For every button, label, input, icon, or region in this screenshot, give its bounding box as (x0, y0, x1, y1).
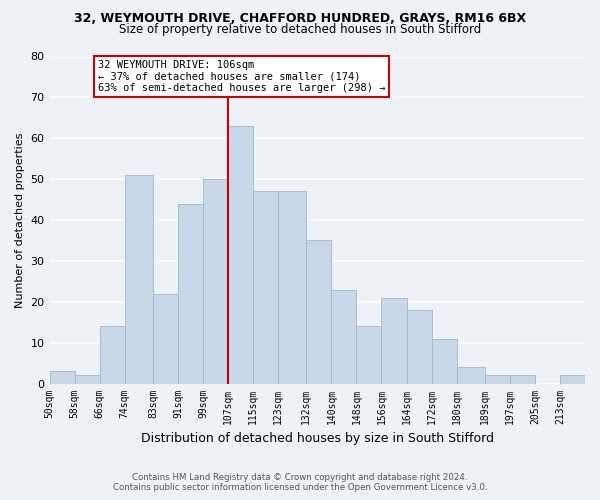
Bar (253, 192, 278, 384)
Bar (74, 376, 100, 384)
Bar (356, 326, 382, 384)
Text: Contains HM Land Registry data © Crown copyright and database right 2024.
Contai: Contains HM Land Registry data © Crown c… (113, 473, 487, 492)
Text: 32, WEYMOUTH DRIVE, CHAFFORD HUNDRED, GRAYS, RM16 6BX: 32, WEYMOUTH DRIVE, CHAFFORD HUNDRED, GR… (74, 12, 526, 26)
X-axis label: Distribution of detached houses by size in South Stifford: Distribution of detached houses by size … (141, 432, 494, 445)
Bar (431, 338, 457, 384)
Bar (485, 376, 510, 384)
Bar (100, 326, 125, 384)
Bar (457, 367, 485, 384)
Bar (382, 298, 407, 384)
Text: 32 WEYMOUTH DRIVE: 106sqm
← 37% of detached houses are smaller (174)
63% of semi: 32 WEYMOUTH DRIVE: 106sqm ← 37% of detac… (98, 60, 385, 93)
Bar (178, 204, 203, 384)
Bar (307, 240, 331, 384)
Bar (278, 192, 307, 384)
Text: Size of property relative to detached houses in South Stifford: Size of property relative to detached ho… (119, 22, 481, 36)
Y-axis label: Number of detached properties: Number of detached properties (15, 132, 25, 308)
Bar (407, 310, 431, 384)
Bar (50, 372, 74, 384)
Bar (125, 175, 153, 384)
Bar (560, 376, 585, 384)
Bar (228, 126, 253, 384)
Bar (203, 179, 228, 384)
Bar (510, 376, 535, 384)
Bar (331, 290, 356, 384)
Bar (153, 294, 178, 384)
